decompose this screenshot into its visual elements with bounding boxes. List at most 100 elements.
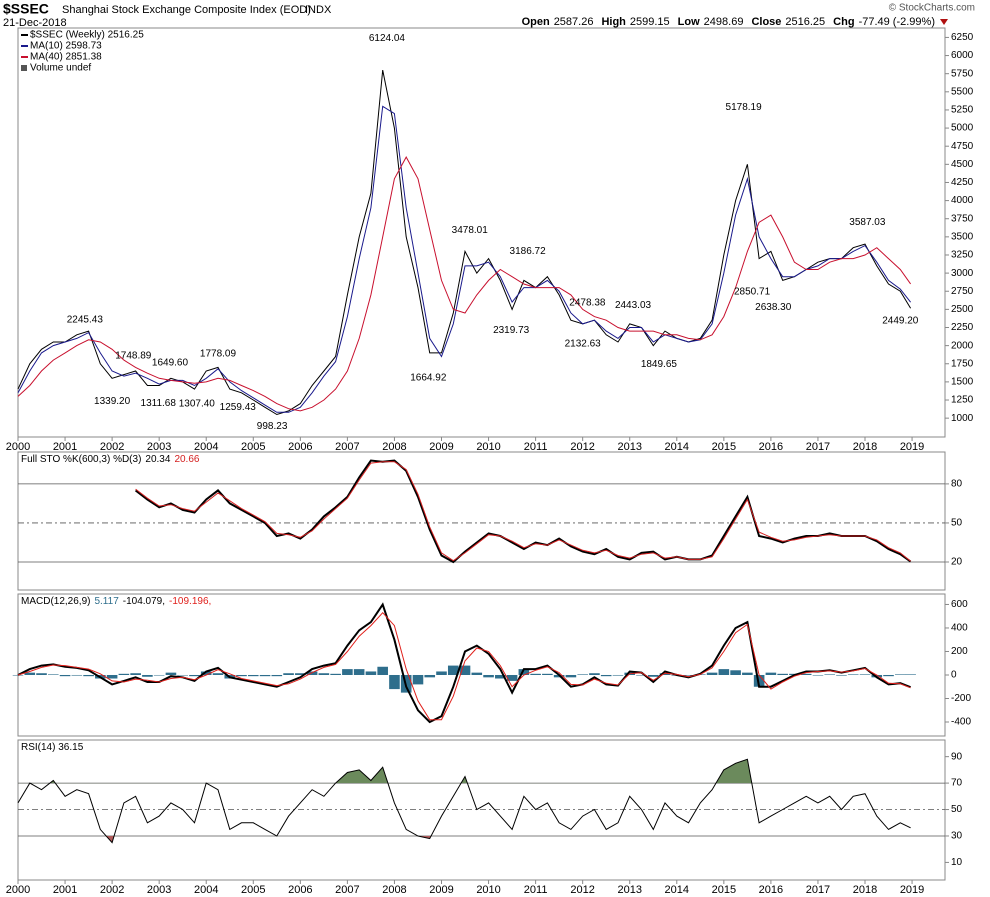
histogram-bar [800,673,812,675]
histogram-bar [118,673,130,675]
quote: Open 2587.26 High 2599.15 Low 2498.69 Close 251… [522,16,935,28]
histogram-bar [683,674,694,676]
panel-title: MACD(12,26,9) 5.117 -104.079, -109.196, [21,596,211,607]
x-tick-label: 2016 [759,441,783,453]
annotation: 2850.71 [734,287,771,298]
quote-value: 2498.69 [704,16,744,28]
y-tick-label: 400 [951,623,968,634]
x-tick-label: 2019 [900,441,924,453]
annotation: 998.23 [257,421,288,432]
x-tick-label: 2008 [382,884,406,896]
y-tick-label: 90 [951,751,963,762]
histogram-bar [895,674,906,675]
y-tick-label: 4250 [951,177,974,188]
histogram-bar [283,673,294,675]
histogram-bar [753,674,765,687]
y-tick-label: 4500 [951,159,974,170]
histogram-bar [589,673,600,675]
x-tick-label: 2014 [665,884,689,896]
y-tick-label: 50 [951,518,963,529]
histogram-bar [153,674,165,676]
histogram-bar [905,674,916,675]
legend-entry: 20.34 [145,454,170,465]
panel-title: RSI(14) 36.15 [21,742,84,753]
legend-entry: MA(40) 2851.38 [30,52,102,63]
chart-subtitle: Shanghai Stock Exchange Composite Index … [62,4,311,16]
y-tick-label: 3500 [951,231,974,242]
histogram-bar [824,674,836,675]
x-tick-label: 2011 [524,441,548,453]
histogram-bar [389,674,400,690]
x-tick-label: 2006 [288,441,312,453]
annotation: 2638.30 [755,302,792,313]
histogram-bar [259,674,271,677]
quote-value: 2516.25 [785,16,825,28]
x-tick-label: 2004 [194,441,218,453]
x-tick-label: 2011 [524,884,548,896]
histogram-bar [271,674,283,677]
quote-value: -77.49 (-2.99%) [859,16,935,28]
x-tick-label: 2007 [335,441,359,453]
x-tick-label: 2009 [429,884,453,896]
histogram-bar [295,673,306,675]
series-line [17,602,911,724]
histogram-bar [318,673,330,675]
annotation: 2449.20 [882,316,919,327]
y-tick-label: 20 [951,557,963,568]
histogram-bar [59,674,71,677]
y-tick-label: 2750 [951,286,974,297]
annotation: 5178.19 [726,102,763,113]
annotation: 3587.03 [849,217,886,228]
x-tick-label: 2005 [241,441,265,453]
legend-entry: Volume undef [30,63,91,74]
quote-value: 2599.15 [630,16,670,28]
panel-title-text: RSI(14) 36.15 [21,742,84,753]
histogram-bar [424,674,436,678]
y-tick-label: 70 [951,778,963,789]
y-tick-label: 50 [951,804,963,815]
y-tick-label: 3750 [951,213,974,224]
chart-title: $SSEC [3,1,49,17]
x-tick-label: 2017 [806,884,830,896]
x-tick-label: 2002 [100,441,124,453]
panel-frame [17,27,946,438]
histogram-bar [165,672,177,675]
histogram-bar [24,672,36,675]
y-tick-label: -400 [951,717,971,728]
histogram-bar [471,672,483,675]
histogram-bar [36,673,47,675]
histogram-bar [847,674,859,675]
histogram-bar [518,669,530,675]
x-tick-label: 2019 [900,884,924,896]
y-tick-label: -200 [951,693,971,704]
histogram-bar [447,665,459,675]
histogram-bar [330,673,341,675]
y-tick-label: 5500 [951,86,974,97]
y-tick-label: 600 [951,599,968,610]
histogram-bar [130,673,141,675]
x-tick-label: 2016 [759,884,783,896]
legend-entry: 20.66 [174,454,199,465]
x-tick-label: 2004 [194,884,218,896]
x-tick-label: 2001 [53,884,77,896]
x-tick-label: 2003 [147,441,171,453]
panel-title-text: MACD(12,26,9) [21,596,90,607]
series-line [134,459,912,564]
histogram-bar [542,673,553,675]
x-tick-label: 2012 [570,441,594,453]
histogram-bar [365,671,377,675]
histogram-bar [412,674,424,685]
histogram-bar [647,674,659,677]
histogram-bar [600,674,612,677]
x-tick-label: 2003 [147,884,171,896]
histogram-bar [212,673,224,675]
annotation: 1778.09 [200,348,237,359]
y-tick-label: 10 [951,857,963,868]
histogram-bar [142,674,153,677]
histogram-bar [836,674,847,676]
annotation: 1339.20 [94,396,131,407]
y-tick-label: 2000 [951,340,974,351]
histogram-bar [247,674,259,677]
y-tick-label: 4750 [951,141,974,152]
annotation: 1259.43 [220,402,257,413]
